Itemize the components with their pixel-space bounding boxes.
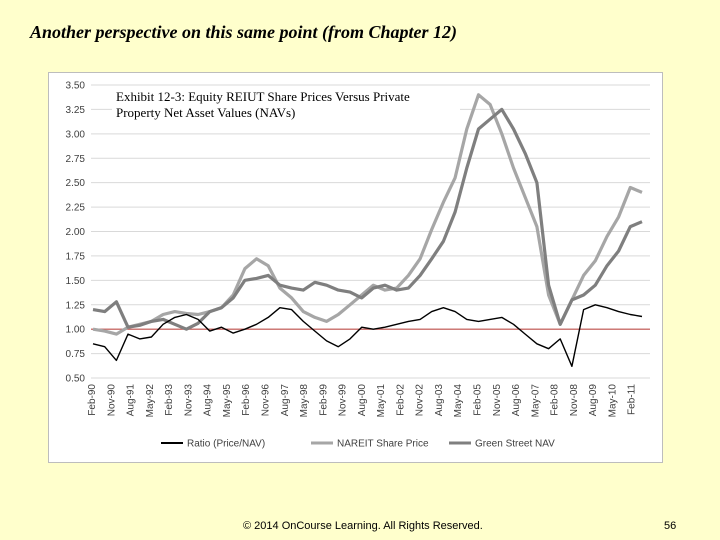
x-tick-label: Feb-08 [550, 384, 561, 416]
line-chart: 3.50 3.25 3.00 2.75 2.50 2.25 2.00 1.75 1.50 1.25… [66, 81, 650, 450]
x-tick-label: Nov-02 [415, 384, 426, 417]
x-tick-label: Feb-90 [87, 384, 98, 416]
y-tick-label: 1.50 [66, 276, 86, 287]
series-line-2 [92, 93, 643, 336]
y-tick-label: 2.50 [66, 178, 86, 189]
x-tick-label: Aug-06 [511, 384, 522, 417]
chart-title-line-2: Property Net Asset Values (NAVs) [116, 105, 296, 120]
y-tick-label: 3.00 [66, 129, 86, 140]
x-tick-label: May-92 [145, 384, 156, 418]
x-tick-label: May-04 [453, 384, 464, 418]
y-tick-label: 1.25 [66, 300, 86, 311]
x-tick-label: May-95 [222, 384, 233, 418]
x-tick-label: May-07 [530, 384, 541, 418]
x-tick-label: Aug-91 [126, 384, 137, 417]
x-tick-label: May-10 [607, 384, 618, 418]
x-tick-label: Feb-05 [473, 384, 484, 416]
slide-title: Another perspective on this same point (… [30, 22, 458, 42]
x-tick-label: Nov-99 [338, 384, 349, 417]
x-tick-label: Feb-02 [395, 384, 406, 416]
x-tick-label: Aug-97 [280, 384, 291, 417]
x-tick-label: Aug-00 [357, 384, 368, 417]
x-tick-label: Aug-09 [588, 384, 599, 417]
x-tick-label: Aug-03 [434, 384, 445, 417]
page-number: 56 [664, 520, 677, 532]
x-tick-label: Nov-05 [492, 384, 503, 417]
legend-label: Ratio (Price/NAV) [187, 439, 265, 450]
x-tick-label: Feb-96 [241, 384, 252, 416]
legend-label: Green Street NAV [475, 439, 555, 450]
y-tick-label: 1.00 [66, 325, 86, 336]
y-tick-label: 3.25 [66, 105, 86, 116]
y-tick-label: 0.50 [66, 374, 86, 385]
y-tick-label: 2.75 [66, 154, 86, 165]
chart-title: Exhibit 12-3: Equity REIUT Share Prices … [112, 87, 460, 123]
copyright-footer: © 2014 OnCourse Learning. All Rights Res… [243, 520, 483, 532]
series-line-1 [92, 304, 643, 367]
x-tick-label: Aug-94 [203, 384, 214, 417]
x-tick-label: May-01 [376, 384, 387, 418]
chart-title-line-1: Exhibit 12-3: Equity REIUT Share Prices … [116, 89, 410, 104]
chart-panel: 3.50 3.25 3.00 2.75 2.50 2.25 2.00 1.75 1.50 1.25… [48, 72, 663, 463]
x-tick-label: May-98 [299, 384, 310, 418]
legend-label: NAREIT Share Price [337, 439, 429, 450]
x-tick-label: Feb-99 [318, 384, 329, 416]
x-tick-label: Nov-90 [106, 384, 117, 417]
series-line-3 [92, 107, 643, 331]
y-tick-label: 3.50 [66, 81, 86, 92]
x-tick-label: Feb-93 [164, 384, 175, 416]
y-tick-label: 2.00 [66, 227, 86, 238]
x-tick-label: Nov-08 [569, 384, 580, 417]
x-tick-label: Nov-96 [260, 384, 271, 417]
y-tick-label: 2.25 [66, 203, 86, 214]
y-tick-label: 0.75 [66, 349, 86, 360]
x-tick-label: Nov-93 [183, 384, 194, 417]
x-tick-label: Feb-11 [627, 384, 638, 415]
y-tick-label: 1.75 [66, 251, 86, 262]
